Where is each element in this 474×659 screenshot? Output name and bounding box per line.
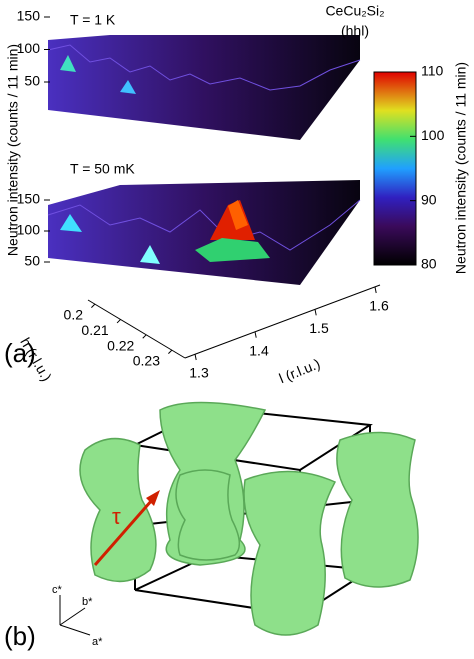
h_axis-tick-label: 0.2 [64,307,84,323]
colorbar [373,71,417,266]
l-label: l (r.l.u.) [277,355,323,386]
tau-arrowhead [146,490,160,506]
colorbar-tick-label: 90 [421,191,437,207]
z-tick-label: 100 [17,222,41,238]
axis-b: b* [82,596,93,608]
h_axis-tick [116,318,122,324]
h_axis-tick [142,334,147,339]
z-label: Neutron intensity (counts / 11 min) [5,44,21,256]
tau-label: τ [112,504,121,529]
compound: CeCu₂Si₂ [325,3,384,19]
l_axis-tick [194,353,197,361]
z-tick-label: 100 [17,40,41,56]
l_axis-tick [254,331,257,338]
l-axis-line [184,284,381,359]
top-plot-title: T = 1 K [70,12,116,28]
axes-triad [59,595,91,636]
colorbar-tick-label: 110 [421,63,444,79]
direction: (hhl) [341,23,369,39]
h-axis-line [87,299,186,359]
z-tick-label: 150 [17,8,41,24]
panel-b-label: (b) [4,621,36,651]
panel-a-label: (a) [4,338,36,368]
colorbar-tick-label: 100 [421,127,445,143]
h_axis-tick-label: 0.22 [107,337,134,353]
z-tick-label: 50 [24,73,40,89]
colorbar-tick-label: 80 [421,256,437,272]
bottom-plot-title: T = 50 mK [70,161,135,177]
l_axis-tick [314,309,317,316]
l_axis-tick-label: 1.3 [189,365,209,381]
h_axis-tick [168,349,173,354]
fermi-surface [79,401,419,636]
l_axis-tick [374,286,377,294]
axis-a: a* [92,636,103,648]
z-tick-label: 50 [24,253,40,269]
tau-arrow [93,499,154,566]
h_axis-tick-label: 0.21 [81,322,108,338]
l_axis-tick-label: 1.4 [249,342,269,358]
l_axis-tick-label: 1.6 [369,298,389,314]
axis-c: c* [52,584,63,596]
l_axis-tick-label: 1.5 [309,320,329,336]
z-tick-label: 150 [17,191,41,207]
colorbar-label: Neutron intensity (counts / 11 min) [453,62,469,274]
surface-bottom [47,180,361,285]
surface-top [47,35,361,140]
h_axis-tick [91,303,96,308]
h_axis-tick-label: 0.23 [133,353,160,369]
